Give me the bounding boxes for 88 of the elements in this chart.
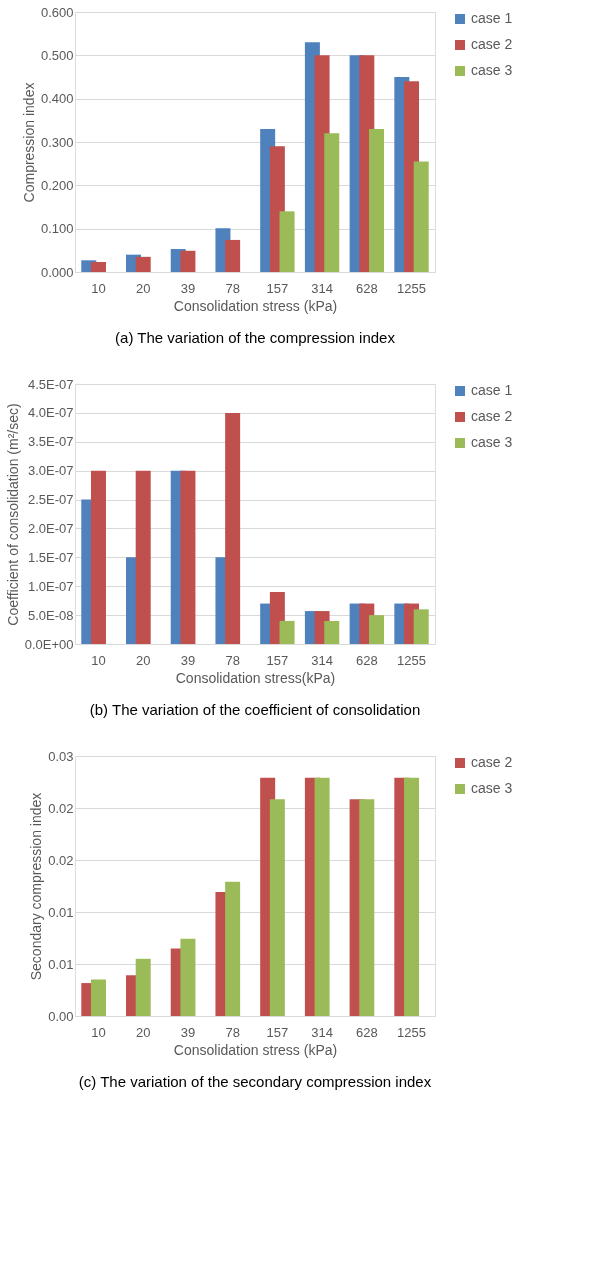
x-tick-label: 39 [180, 652, 196, 668]
x-tick-label: 628 [355, 1024, 378, 1040]
bar [413, 161, 429, 272]
legend-label: case 2 [471, 408, 513, 424]
bar [180, 250, 196, 272]
y-tick-label: 0.500 [40, 47, 74, 63]
y-tick-label: 0.02 [48, 852, 74, 868]
x-tick-label: 39 [180, 280, 196, 296]
x-axis-title: Consolidation stress (kPa) [173, 297, 338, 314]
y-tick-label: 3.0E-07 [27, 463, 74, 479]
y-tick-label: 2.0E-07 [27, 520, 74, 536]
bar [324, 620, 340, 644]
bar [90, 470, 106, 644]
legend-label: case 3 [471, 62, 513, 78]
y-tick-label: 0.600 [40, 4, 74, 20]
bar [359, 799, 375, 1016]
x-tick-label: 20 [135, 1024, 151, 1040]
bar [279, 620, 295, 644]
bar [404, 777, 420, 1016]
bar [180, 470, 196, 644]
y-tick-label: 0.300 [40, 134, 74, 150]
y-tick-label: 1.0E-07 [27, 578, 74, 594]
y-tick-label: 2.5E-07 [27, 492, 74, 508]
x-tick-label: 1255 [397, 1024, 426, 1040]
y-axis-title: Coefficient of consolidation (m²/sec) [4, 403, 21, 626]
y-tick-label: 0.200 [40, 177, 74, 193]
x-tick-label: 314 [311, 1024, 333, 1040]
y-tick-label: 4.5E-07 [27, 376, 74, 392]
bar [368, 129, 384, 272]
bar [180, 938, 196, 1016]
bar [135, 256, 151, 272]
legend-label: case 1 [471, 10, 513, 26]
text: (b) The variation of the coefficient of consolidation [89, 701, 421, 718]
y-tick-label: 0.00 [48, 1008, 74, 1024]
legend-label: case 2 [471, 754, 513, 770]
x-axis-title: Consolidation stress (kPa) [173, 1041, 338, 1058]
legend-label: case 3 [471, 434, 513, 450]
bar [314, 777, 330, 1016]
y-axis-title: Secondary compression index [28, 792, 45, 981]
x-tick-label: 157 [266, 652, 289, 668]
bar [225, 881, 241, 1016]
x-tick-label: 10 [91, 280, 106, 296]
x-tick-label: 157 [266, 1024, 289, 1040]
x-tick-label: 20 [135, 280, 151, 296]
x-tick-label: 1255 [397, 652, 426, 668]
x-tick-label: 10 [91, 1024, 106, 1040]
x-tick-label: 78 [225, 280, 240, 296]
x-tick-label: 1255 [397, 280, 426, 296]
y-tick-label: 0.0E+00 [24, 636, 74, 652]
x-tick-label: 39 [180, 1024, 196, 1040]
x-tick-label: 314 [311, 652, 333, 668]
y-tick-label: 0.01 [48, 904, 74, 920]
legend-label: case 1 [471, 382, 513, 398]
y-tick-label: 3.5E-07 [27, 434, 74, 450]
bar [225, 239, 241, 272]
bar [135, 470, 151, 644]
x-tick-label: 628 [355, 280, 378, 296]
y-tick-label: 1.5E-07 [27, 549, 74, 565]
x-axis-title: Consolidation stress(kPa) [175, 669, 336, 686]
x-tick-label: 314 [311, 280, 333, 296]
bar [225, 412, 241, 644]
y-tick-label: 0.03 [48, 748, 74, 764]
y-tick-label: 0.100 [40, 221, 74, 237]
x-tick-label: 10 [91, 652, 106, 668]
text: (a) The variation of the compression index [115, 329, 396, 346]
bar [90, 979, 106, 1016]
text: (c) The variation of the secondary compression index [78, 1073, 432, 1090]
y-tick-label: 0.02 [48, 800, 74, 816]
bar [279, 211, 295, 272]
y-tick-label: 4.0E-07 [27, 405, 74, 421]
x-tick-label: 20 [135, 652, 151, 668]
y-axis-title: Compression index [20, 82, 37, 203]
bar [90, 262, 106, 272]
y-tick-label: 0.000 [40, 264, 74, 280]
x-tick-label: 78 [225, 1024, 240, 1040]
y-tick-label: 0.400 [40, 91, 74, 107]
y-tick-label: 0.01 [48, 956, 74, 972]
bar [368, 615, 384, 644]
bar [269, 799, 285, 1016]
bar [413, 609, 429, 644]
bar [324, 133, 340, 272]
x-tick-label: 157 [266, 280, 289, 296]
legend-label: case 3 [471, 780, 513, 796]
bar [135, 958, 151, 1016]
y-tick-label: 5.0E-08 [27, 607, 74, 623]
x-tick-label: 628 [355, 652, 378, 668]
legend-label: case 2 [471, 36, 513, 52]
x-tick-label: 78 [225, 652, 240, 668]
